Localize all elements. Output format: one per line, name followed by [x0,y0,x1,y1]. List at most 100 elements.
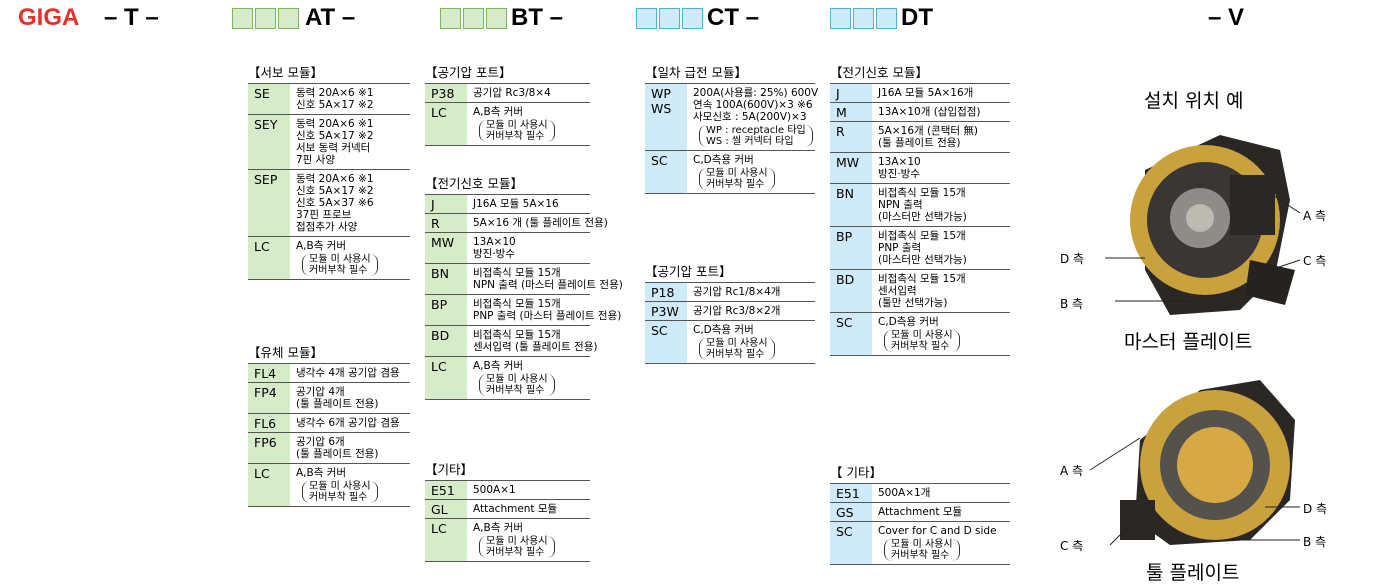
note: 모듈 미 사용시 커버부착 필수 [884,539,960,561]
description: 5A×16 개 (툴 플레이트 전용) [467,214,608,232]
module-group: 【서보 모듈】 SE 동력 20A×6 ※1 신호 5A×17 ※2 SEY 동력 20A… [248,63,410,280]
description-line: (툴만 선택가능) [878,297,948,309]
code-cell: E51 [425,481,467,499]
description-line: (툴 플레이트 전용) [296,398,379,410]
group-title: 【일차 급전 모듈】 [645,65,747,80]
module-code: FL6 [254,416,277,431]
description: A,B측 커버 모듈 미 사용시 커버부착 필수 [290,237,410,279]
code-box [682,8,703,29]
segment-label: DT [901,4,933,31]
note: 모듈 미 사용시 커버부착 필수 [884,330,960,352]
side-label: A 측 [1060,464,1084,478]
note-line: 모듈 미 사용시 [706,338,768,349]
note-line: 커버부착 필수 [706,179,765,190]
code-cell: SC [830,522,872,564]
tool-plate [1120,380,1295,545]
module-row: BP 비접촉식 모듈 15개 PNP 출력 (마스터 플레이트 전용) [425,295,621,326]
module-code: P18 [651,285,675,300]
description: 비접촉식 모듈 15개 센서입력 (툴 플레이트 전용) [467,326,597,356]
note: WP : receptacle 타입 WS : 씰 커넥터 타입 [699,125,813,147]
description-line: PNP 출력 (마스터 플레이트 전용) [473,310,622,322]
code-cell: FP6 [248,433,290,463]
description-line: PNP 출력 [878,242,922,254]
group-title: 【전기신호 모듈】 [830,65,928,80]
plate-caption: 툴 플레이트 [1146,562,1240,584]
code-cell: BP [425,295,467,325]
code-cell: WP WS [645,84,687,150]
note-line: 커버부착 필수 [486,547,545,558]
code-cell: LC [248,237,290,279]
description: C,D측용 커버 모듈 미 사용시 커버부착 필수 [687,151,815,193]
note: 모듈 미 사용시 커버부착 필수 [479,120,555,142]
note-line: 모듈 미 사용시 [486,120,548,131]
module-row: BP 비접촉식 모듈 15개 PNP 출력 (마스터만 선택가능) [830,227,1010,270]
side-label: D 측 [1060,252,1085,266]
module-row: J J16A 모듈 5A×16 [425,194,590,214]
module-row: R 5A×16개 (콘택터 無) (툴 플레이트 전용) [830,122,1010,153]
group-title: 【전기신호 모듈】 [425,176,523,191]
module-row: SC C,D측용 커버 모듈 미 사용시 커버부착 필수 [645,321,815,364]
description: 5A×16개 (콘택터 無) (툴 플레이트 전용) [872,122,1010,152]
module-code: FP6 [254,435,277,450]
note-line: 커버부착 필수 [891,341,950,352]
description-line: 신호 5A×17 ※2 [296,130,374,142]
description-line: 동력 20A×6 ※1 [296,87,374,99]
description: 13A×10 방진·방수 [467,233,590,263]
description: Cover for C and D side 모듈 미 사용시 커버부착 필수 [872,522,1010,564]
module-code: MW [431,235,455,250]
description: 동력 20A×6 ※1 신호 5A×17 ※2 서보 동력 커넥터 7핀 사양 [290,115,410,169]
description-line: 비접촉식 모듈 15개 [878,187,966,199]
suffix: – V [1208,4,1245,31]
description-line: 신호 5A×37 ※6 [296,197,374,209]
plate-images [1089,135,1301,546]
group-title: 【유체 모듈】 [248,345,323,360]
code-cell: MW [830,153,872,183]
module-row: FL4 냉각수 4개 공기압 겸용 [248,363,410,383]
code-box [636,8,657,29]
note-line: 모듈 미 사용시 [891,330,953,341]
code-cell: FP4 [248,383,290,413]
description-line: (마스터만 선택가능) [878,254,967,266]
description: 비접촉식 모듈 15개 센서입력 (툴만 선택가능) [872,270,1010,312]
description-line: 37핀 프로브 [296,209,352,221]
group-title: 【 기타】 [830,465,882,480]
description-line: A,B측 커버 [473,106,524,118]
code-cell: LC [248,464,290,506]
code-cell: LC [425,519,467,561]
code-cell: BD [830,270,872,312]
module-code: BD [431,328,450,343]
description-line: 200A(사용률: 25%) 600V [693,87,819,99]
note-line: 모듈 미 사용시 [486,374,548,385]
note: 모듈 미 사용시 커버부착 필수 [479,536,555,558]
description-line: 5A×16개 (콘택터 無) [878,125,979,137]
description: 500A×1 [467,481,590,499]
module-row: M 13A×10개 (삽입접점) [830,103,1010,122]
brand: GIGA [18,4,80,31]
description: 동력 20A×6 ※1 신호 5A×17 ※2 신호 5A×37 ※6 37핀 프로브… [290,170,410,236]
note: 모듈 미 사용시 커버부착 필수 [302,254,378,276]
model: – T – [104,4,159,31]
description-line: 공기압 Rc1/8×4개 [693,286,781,298]
description: 500A×1개 [872,484,1010,502]
module-row: GS Attachment 모듈 [830,503,1010,522]
module-row: P18 공기압 Rc1/8×4개 [645,282,815,302]
note-line: WP : receptacle 타입 [706,125,806,136]
code-box [255,8,276,29]
segment-label: BT – [511,4,564,31]
description: 냉각수 6개 공기압 겸용 [290,414,410,432]
module-row: WP WS 200A(사용률: 25%) 600V 연속 100A(600V)×3 ※… [645,83,819,151]
module-code: J [431,197,435,212]
code-cell: M [830,103,872,121]
description-line: (툴 플레이트 전용) [878,137,961,149]
group-title: 【공기압 포트】 [645,264,732,279]
code-cell: BP [830,227,872,269]
description-line: A,B측 커버 [473,360,524,372]
description-line: A,B측 커버 [473,522,524,534]
description-line: 500A×1 [473,484,516,496]
note-line: 모듈 미 사용시 [706,168,768,179]
description-line: 냉각수 4개 공기압 겸용 [296,367,400,379]
code-cell: J [830,84,872,102]
code-cell: P3W [645,302,687,320]
